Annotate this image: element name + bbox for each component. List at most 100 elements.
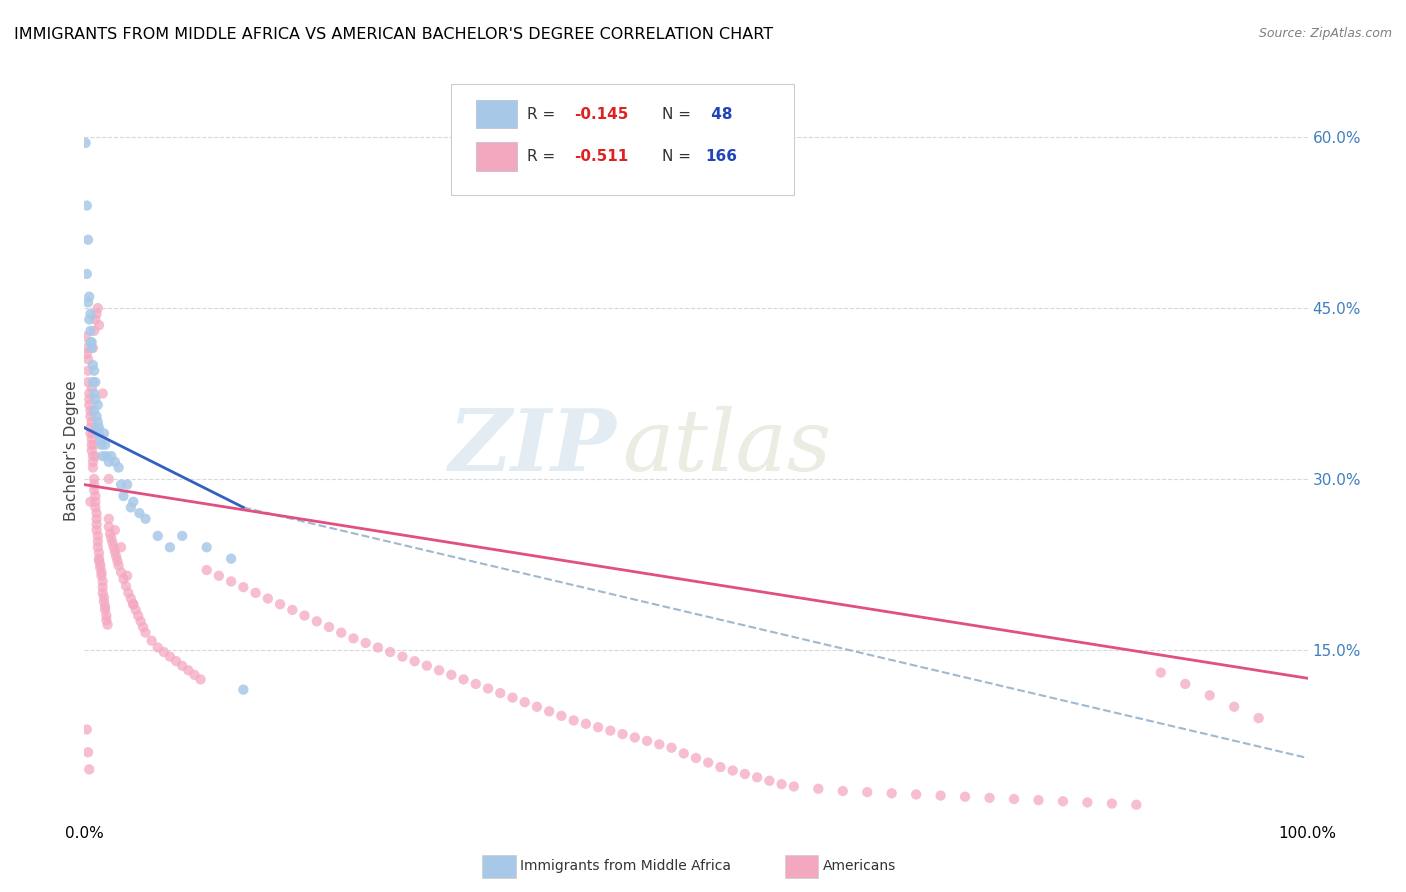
Point <box>135 512 157 526</box>
Point <box>94 603 117 617</box>
Point <box>208 568 231 582</box>
Point <box>79 307 101 321</box>
Point <box>80 438 103 452</box>
Text: Americans: Americans <box>823 859 896 873</box>
Point <box>86 512 108 526</box>
Point <box>87 534 110 549</box>
Point <box>79 426 101 441</box>
Point <box>89 558 111 572</box>
Point <box>89 561 111 575</box>
Point <box>84 494 107 508</box>
Point <box>648 737 671 751</box>
Point <box>104 455 127 469</box>
Point <box>354 636 377 650</box>
Point <box>513 695 536 709</box>
Point <box>84 392 107 407</box>
Point <box>110 541 132 555</box>
Point <box>80 335 103 350</box>
FancyBboxPatch shape <box>475 100 517 128</box>
Point <box>97 617 120 632</box>
Point <box>87 420 110 434</box>
Text: 166: 166 <box>706 149 738 164</box>
Point <box>94 599 117 614</box>
Text: N =: N = <box>662 149 696 164</box>
Text: ZIP: ZIP <box>449 405 616 489</box>
Point <box>135 625 157 640</box>
Point <box>107 460 129 475</box>
Point <box>77 295 100 310</box>
Point <box>538 704 561 718</box>
Point <box>685 751 707 765</box>
Point <box>84 500 107 515</box>
Point <box>77 763 100 777</box>
Point <box>87 398 110 412</box>
Point <box>172 658 194 673</box>
Point <box>477 681 499 696</box>
Point <box>453 673 475 687</box>
Point <box>80 381 103 395</box>
Point <box>96 613 118 627</box>
Point <box>122 597 145 611</box>
Point <box>120 500 142 515</box>
Point <box>195 563 218 577</box>
Point <box>96 449 118 463</box>
Text: 48: 48 <box>706 107 733 122</box>
Point <box>86 517 108 532</box>
Point <box>76 346 98 360</box>
Point <box>758 773 780 788</box>
Point <box>84 375 107 389</box>
Point <box>636 734 658 748</box>
Point <box>132 620 155 634</box>
Point <box>1076 796 1098 810</box>
Point <box>87 541 110 555</box>
Point <box>86 409 108 424</box>
Point <box>112 572 135 586</box>
Point <box>110 566 132 580</box>
Point <box>1223 699 1246 714</box>
Point <box>80 432 103 446</box>
Point <box>232 580 254 594</box>
Point <box>75 329 97 343</box>
Point <box>97 520 120 534</box>
Point <box>94 438 117 452</box>
Point <box>172 529 194 543</box>
Point <box>83 483 105 498</box>
Point <box>1101 797 1123 811</box>
Point <box>416 658 439 673</box>
Point <box>929 789 952 803</box>
Point <box>232 682 254 697</box>
Point <box>103 541 125 555</box>
Point <box>93 595 115 609</box>
Point <box>76 723 98 737</box>
Point <box>91 449 114 463</box>
Point <box>831 784 853 798</box>
Point <box>83 472 105 486</box>
Point <box>80 415 103 429</box>
Point <box>807 781 830 796</box>
Point <box>1028 793 1050 807</box>
Point <box>391 649 413 664</box>
Point <box>661 740 683 755</box>
Point <box>464 677 486 691</box>
Point <box>83 386 105 401</box>
Point <box>83 403 105 417</box>
Point <box>84 489 107 503</box>
Point <box>77 745 100 759</box>
Point <box>783 780 806 794</box>
Point <box>82 455 104 469</box>
Point <box>82 426 104 441</box>
Point <box>105 554 128 568</box>
Text: N =: N = <box>662 107 696 122</box>
Point <box>97 512 120 526</box>
Text: R =: R = <box>527 107 560 122</box>
Point <box>91 386 114 401</box>
Text: R =: R = <box>527 149 560 164</box>
Point <box>77 375 100 389</box>
Point <box>404 654 426 668</box>
Point <box>93 426 115 441</box>
Point <box>146 640 169 655</box>
Point <box>440 668 463 682</box>
Point <box>734 767 756 781</box>
FancyBboxPatch shape <box>475 143 517 170</box>
Point <box>77 312 100 326</box>
